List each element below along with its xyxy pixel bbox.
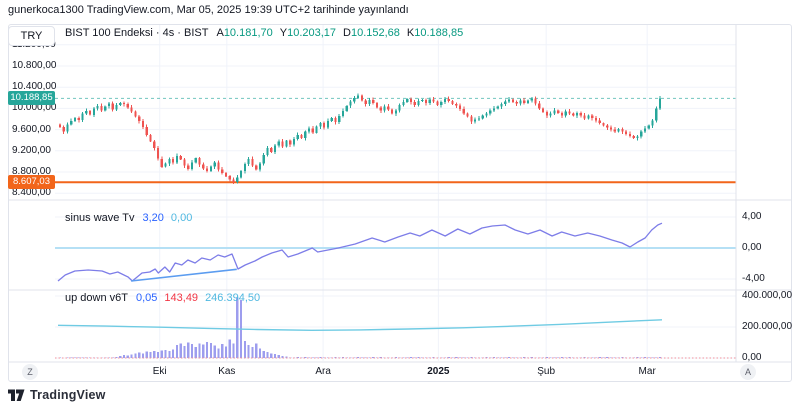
indicator2-value-0: 0,05 xyxy=(135,292,158,304)
indicator1-value-1: 0,00 xyxy=(170,212,193,224)
indicator1-title[interactable]: sinus wave Tv xyxy=(65,212,135,224)
ohlc-values: A10.181,70 Y10.203,17 D10.152,68 K10.188… xyxy=(216,27,464,39)
price-tick-label: 10.000,00 xyxy=(12,102,57,114)
tradingview-logo-icon[interactable] xyxy=(8,388,25,402)
candlestick-series xyxy=(58,93,662,184)
footer: TradingView xyxy=(8,388,106,402)
close-value: 10.188,85 xyxy=(414,27,464,39)
price-tick-label: 8.400,00 xyxy=(12,187,51,199)
open-value: 10.181,70 xyxy=(223,27,273,39)
price-tick-label: 9.200,00 xyxy=(12,144,51,156)
time-axis-label: Eki xyxy=(152,366,167,377)
indicator2-tick-label: 400.000,00 xyxy=(742,290,793,301)
sinus-wave-line xyxy=(57,222,663,282)
indicator1-tick-label: -4,00 xyxy=(742,273,765,284)
low-value: 10.152,68 xyxy=(350,27,400,39)
indicator1-value-0: 3,20 xyxy=(142,212,164,224)
time-axis-label: Şub xyxy=(537,366,556,377)
auto-scale-button[interactable]: A xyxy=(740,364,756,380)
price-tick-label: 10.800,00 xyxy=(12,60,57,71)
volume-ma-line xyxy=(57,319,663,331)
time-axis-label: 2025 xyxy=(427,366,450,377)
main-legend: BIST 100 Endeksi · 4s · BIST A10.181,70 … xyxy=(65,27,463,39)
brand-text[interactable]: TradingView xyxy=(30,388,106,402)
indicator2-value-2: 246.394,50 xyxy=(205,292,261,304)
high-value: 10.203,17 xyxy=(287,27,337,39)
indicator2-title[interactable]: up down v6T xyxy=(65,292,128,304)
time-axis-label: Kas xyxy=(218,366,236,377)
volume-bars xyxy=(58,297,662,359)
price-tick-label: 9.600,00 xyxy=(12,123,51,135)
indicator1-legend: sinus wave Tv 3,20 0,00 xyxy=(65,212,192,224)
time-axis-label: Mar xyxy=(638,366,656,377)
sinus-trendline xyxy=(130,268,237,282)
timezone-button[interactable]: Z xyxy=(22,364,38,380)
indicator2-legend: up down v6T 0,05 143,49 246.394,50 xyxy=(65,292,260,304)
indicator2-value-1: 143,49 xyxy=(164,292,199,304)
indicator2-tick-label: 0,00 xyxy=(742,352,762,363)
price-tick-label: 8.800,00 xyxy=(12,166,51,177)
support-line-label: 8.607,03 xyxy=(8,175,55,190)
price-tick-label: 10.400,00 xyxy=(12,81,57,93)
chart-widget xyxy=(8,24,792,382)
time-axis-label: Ara xyxy=(315,366,331,377)
last-price-label: 10.188,85 xyxy=(8,91,55,106)
indicator2-tick-label: 200.000,00 xyxy=(742,321,793,332)
symbol-title[interactable]: BIST 100 Endeksi · 4s · BIST xyxy=(65,27,209,39)
currency-button[interactable]: TRY xyxy=(8,26,55,46)
indicator1-tick-label: 4,00 xyxy=(742,211,762,222)
indicator1-tick-label: 0,00 xyxy=(742,242,762,253)
attribution-text: gunerkoca1300 TradingView.com, Mar 05, 2… xyxy=(8,4,409,16)
